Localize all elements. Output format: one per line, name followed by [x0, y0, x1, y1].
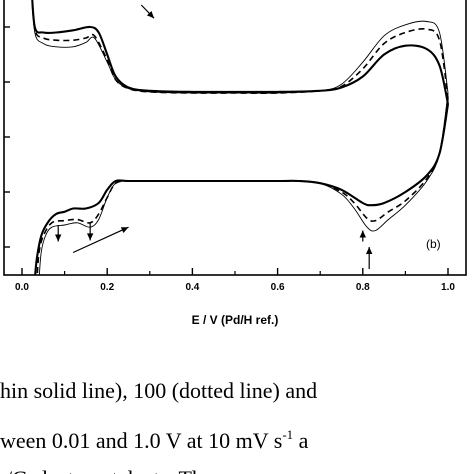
series-0-cathodic-line	[34, 103, 450, 275]
series-0-anodic-line	[31, 0, 450, 105]
caption-line-2-tail: a	[293, 428, 309, 453]
panel-label: (b)	[426, 237, 441, 251]
arrow-annotation-3	[72, 226, 129, 254]
arrow-shaft-3	[72, 226, 129, 254]
y-axis-ticks	[4, 26, 10, 248]
plot-frame	[3, 0, 467, 276]
plot-area: (b)	[3, 0, 467, 276]
series-2-cathodic-line	[36, 98, 449, 275]
arrow-head-1	[359, 230, 366, 238]
annotation-layer	[55, 4, 373, 269]
caption-line-2-superscript: -1	[282, 427, 293, 442]
arrow-head-5	[146, 10, 155, 19]
series-layer	[31, 0, 450, 275]
caption: hin solid line), 100 (dotted line) and w…	[0, 378, 317, 474]
caption-line-1: hin solid line), 100 (dotted line) and	[0, 378, 317, 403]
arrow-annotation-5	[140, 4, 155, 19]
arrow-head-0	[55, 234, 62, 242]
caption-line-2: ween 0.01 and 1.0 V at 10 mV s-1 a	[0, 427, 309, 453]
x-tick-label-0: 0.0	[15, 282, 29, 293]
caption-line-3: /C electrocatalysts. The	[6, 466, 213, 474]
x-axis-title: E / V (Pd/H ref.)	[192, 313, 279, 327]
x-tick-labels: 0.0 0.2 0.4 0.6 0.8 1.0	[15, 282, 455, 293]
x-axis-ticks	[21, 268, 449, 275]
arrow-head-4	[86, 233, 94, 241]
arrow-annotation-0	[55, 225, 62, 242]
x-tick-label-5: 1.0	[441, 282, 455, 293]
x-tick-label-4: 0.8	[356, 282, 370, 293]
arrow-annotation-4	[86, 222, 94, 241]
series-2-anodic-line	[31, 0, 449, 99]
x-tick-label-2: 0.4	[185, 282, 199, 293]
caption-line-2-text: ween 0.01 and 1.0 V at 10 mV s	[0, 428, 282, 453]
x-tick-label-1: 0.2	[100, 282, 114, 293]
arrow-annotation-2	[365, 247, 373, 269]
series-1-cathodic-line	[38, 92, 449, 275]
arrow-head-2	[365, 247, 373, 254]
x-tick-label-3: 0.6	[271, 282, 285, 293]
arrow-annotation-1	[359, 230, 366, 242]
series-1-anodic-line	[31, 0, 449, 94]
arrow-head-3	[120, 227, 129, 234]
